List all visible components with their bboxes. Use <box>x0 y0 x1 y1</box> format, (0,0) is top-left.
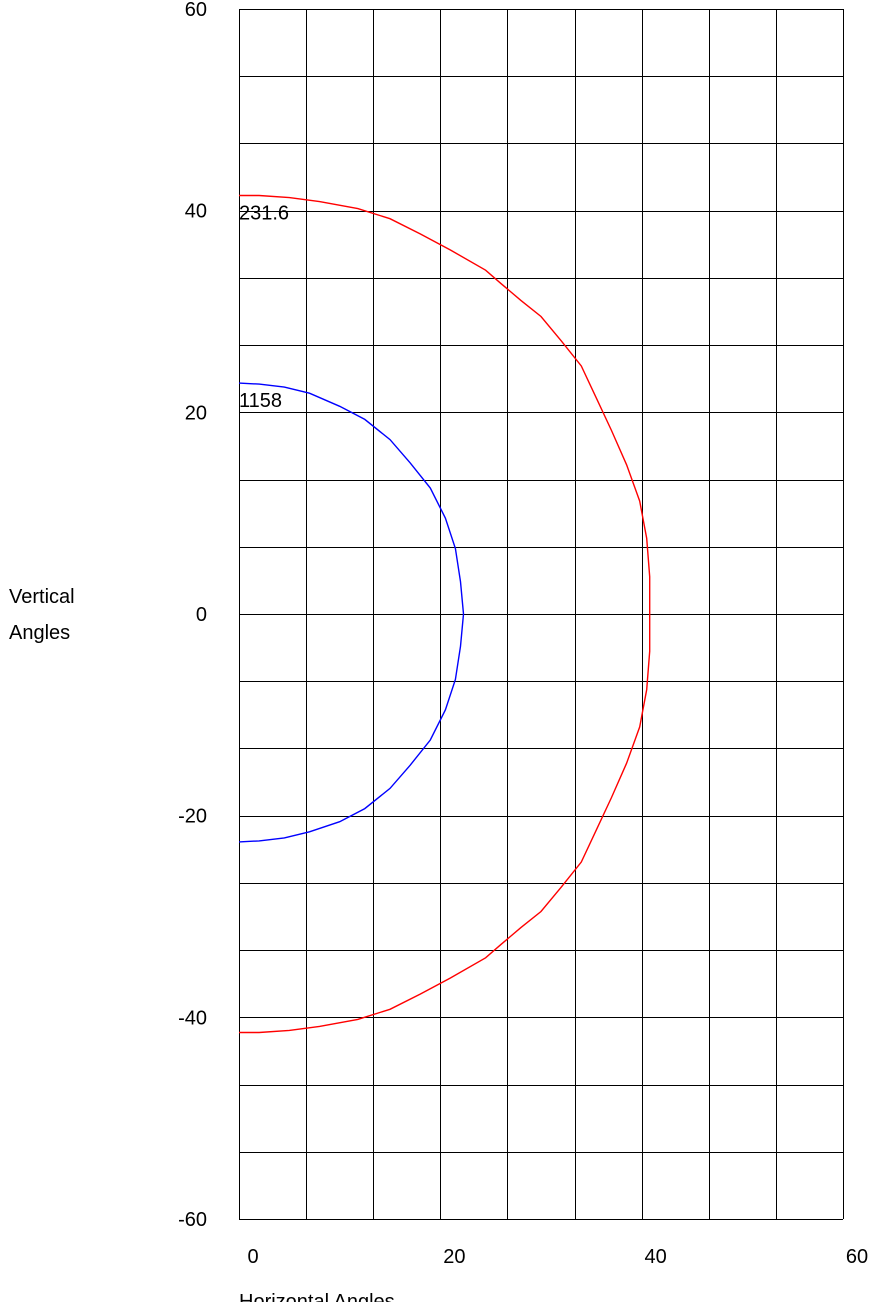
grid <box>239 9 844 1220</box>
y-tick-label: -20 <box>178 806 207 828</box>
x-axis-title: Horizontal Angles <box>239 1291 395 1302</box>
y-tick-label: 40 <box>185 201 207 223</box>
y-axis-title: Angles <box>9 622 70 644</box>
x-tick-label: 0 <box>247 1246 258 1268</box>
x-tick-label: 40 <box>645 1246 667 1268</box>
curves <box>238 194 651 1034</box>
series-label: 1158 <box>239 390 282 412</box>
series-label: 231.6 <box>239 203 289 225</box>
y-tick-label: -60 <box>178 1209 207 1231</box>
series-line <box>239 194 651 1034</box>
y-axis-title: Vertical <box>9 586 75 608</box>
x-tick-label: 60 <box>846 1246 868 1268</box>
y-tick-label: 20 <box>185 402 207 424</box>
y-tick-label: 0 <box>196 604 207 626</box>
labels: 60 40 20 0 -20 -40 -60 0 20 40 60 Horizontal Angles… <box>9 0 868 1302</box>
x-tick-label: 20 <box>443 1246 465 1268</box>
y-tick-label: 60 <box>185 0 207 21</box>
series-line <box>238 382 465 843</box>
y-tick-label: -40 <box>178 1007 207 1029</box>
